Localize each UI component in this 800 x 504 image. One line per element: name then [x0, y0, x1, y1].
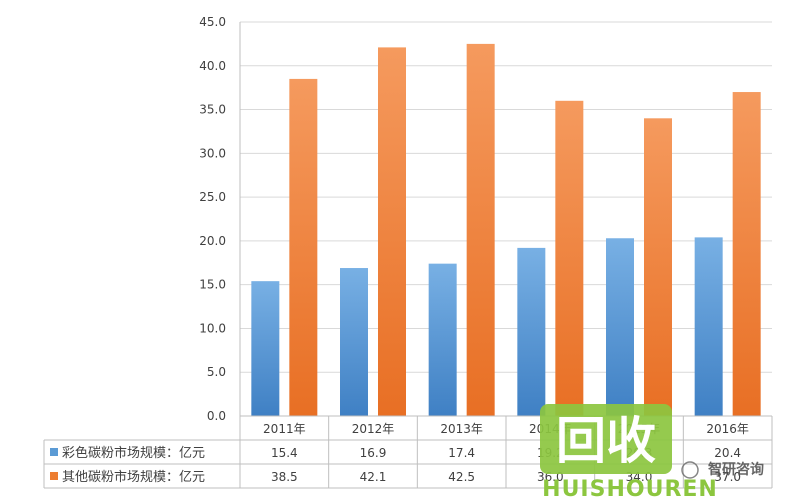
data-label: 20.4	[714, 446, 741, 460]
bar-other-toner-0	[289, 78, 318, 417]
logo-badge	[540, 404, 672, 474]
bar-other-toner-4	[644, 118, 672, 417]
data-label: 17.4	[448, 446, 475, 460]
y-tick-label: 40.0	[199, 59, 226, 73]
legend-label: 其他碳粉市场规模：亿元	[62, 469, 205, 485]
bar-other-toner-2	[466, 43, 495, 417]
y-tick-label: 25.0	[199, 190, 226, 204]
data-label: 38.5	[271, 470, 298, 484]
bar-other-toner-3	[555, 100, 584, 417]
legend-key-other-toner	[50, 472, 58, 480]
y-tick-label: 0.0	[207, 409, 226, 423]
bar-color-toner-3	[517, 247, 546, 416]
bar-color-toner-1	[340, 268, 368, 416]
y-tick-label: 15.0	[199, 278, 226, 292]
bar-color-toner-2	[428, 263, 457, 416]
source-text: 智研咨询	[707, 461, 764, 478]
data-label: 42.5	[448, 470, 475, 484]
x-category-label: 2013年	[440, 422, 483, 436]
bar-color-toner-5	[694, 237, 723, 416]
brand-text: HUISHOUREN	[542, 477, 718, 500]
bar-color-toner-0	[251, 281, 280, 416]
data-label: 37.0	[714, 470, 741, 484]
y-tick-label: 5.0	[207, 365, 226, 379]
bars	[251, 43, 761, 417]
y-tick-label: 10.0	[199, 321, 226, 335]
y-tick-label: 30.0	[199, 146, 226, 160]
bar-other-toner-5	[732, 92, 761, 417]
legend-label: 彩色碳粉市场规模：亿元	[62, 445, 205, 461]
x-category-label: 2011年	[263, 422, 306, 436]
data-label: 15.4	[271, 446, 298, 460]
bar-other-toner-1	[378, 47, 406, 416]
x-category-label: 2016年	[706, 422, 749, 436]
legend-key-color-toner	[50, 448, 58, 456]
gridlines	[240, 21, 772, 417]
bar-color-toner-4	[606, 238, 634, 416]
y-tick-label: 45.0	[199, 15, 226, 29]
x-category-label: 2012年	[352, 422, 395, 436]
y-tick-label: 20.0	[199, 234, 226, 248]
logo-text: 回收	[556, 412, 656, 470]
wechat-icon	[681, 461, 699, 479]
y-tick-label: 35.0	[199, 103, 226, 117]
data-label: 42.1	[360, 470, 387, 484]
data-label: 16.9	[360, 446, 387, 460]
